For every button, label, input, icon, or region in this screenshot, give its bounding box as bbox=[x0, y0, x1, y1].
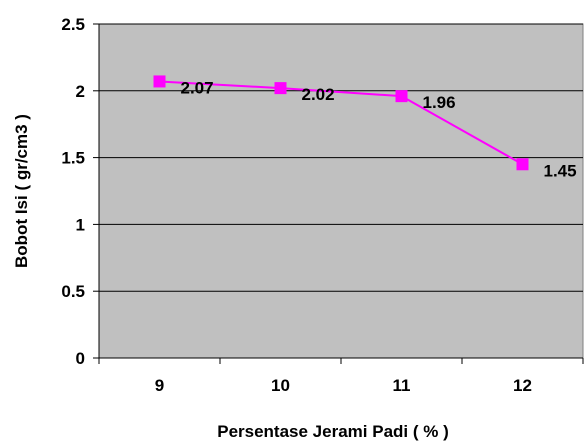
plot-area bbox=[98, 23, 584, 359]
data-point-marker bbox=[395, 90, 408, 103]
y-tick-label: 1.5 bbox=[61, 149, 85, 168]
y-tick-label: 2 bbox=[76, 82, 85, 101]
x-tick-label: 9 bbox=[155, 376, 164, 395]
plot-background bbox=[98, 23, 584, 359]
x-tick-label: 10 bbox=[271, 376, 290, 395]
y-tick-label: 0 bbox=[76, 349, 85, 368]
x-tick-label: 12 bbox=[513, 376, 532, 395]
y-axis-title: Bobot Isi ( gr/cm3 ) bbox=[12, 114, 31, 268]
data-label: 1.96 bbox=[423, 93, 456, 112]
series-line bbox=[159, 80, 523, 166]
data-label: 2.02 bbox=[302, 85, 335, 104]
data-label: 1.45 bbox=[544, 161, 577, 180]
data-label: 2.07 bbox=[181, 78, 214, 97]
y-tick-label: 0.5 bbox=[61, 282, 85, 301]
x-tick-label: 11 bbox=[393, 376, 411, 395]
y-tick-label: 2.5 bbox=[61, 15, 85, 34]
y-tick-label: 1 bbox=[76, 215, 85, 234]
data-point-marker bbox=[153, 75, 166, 88]
series-group bbox=[153, 75, 529, 171]
data-point-marker bbox=[516, 158, 529, 171]
data-labels-group: 2.07 2.02 1.96 1.45 bbox=[181, 78, 577, 180]
data-point-marker bbox=[274, 82, 287, 95]
x-axis-title: Persentase Jerami Padi ( % ) bbox=[217, 422, 449, 441]
axes: 0 0.5 1 1.5 2 2.5 9 10 11 12 bbox=[61, 15, 584, 395]
